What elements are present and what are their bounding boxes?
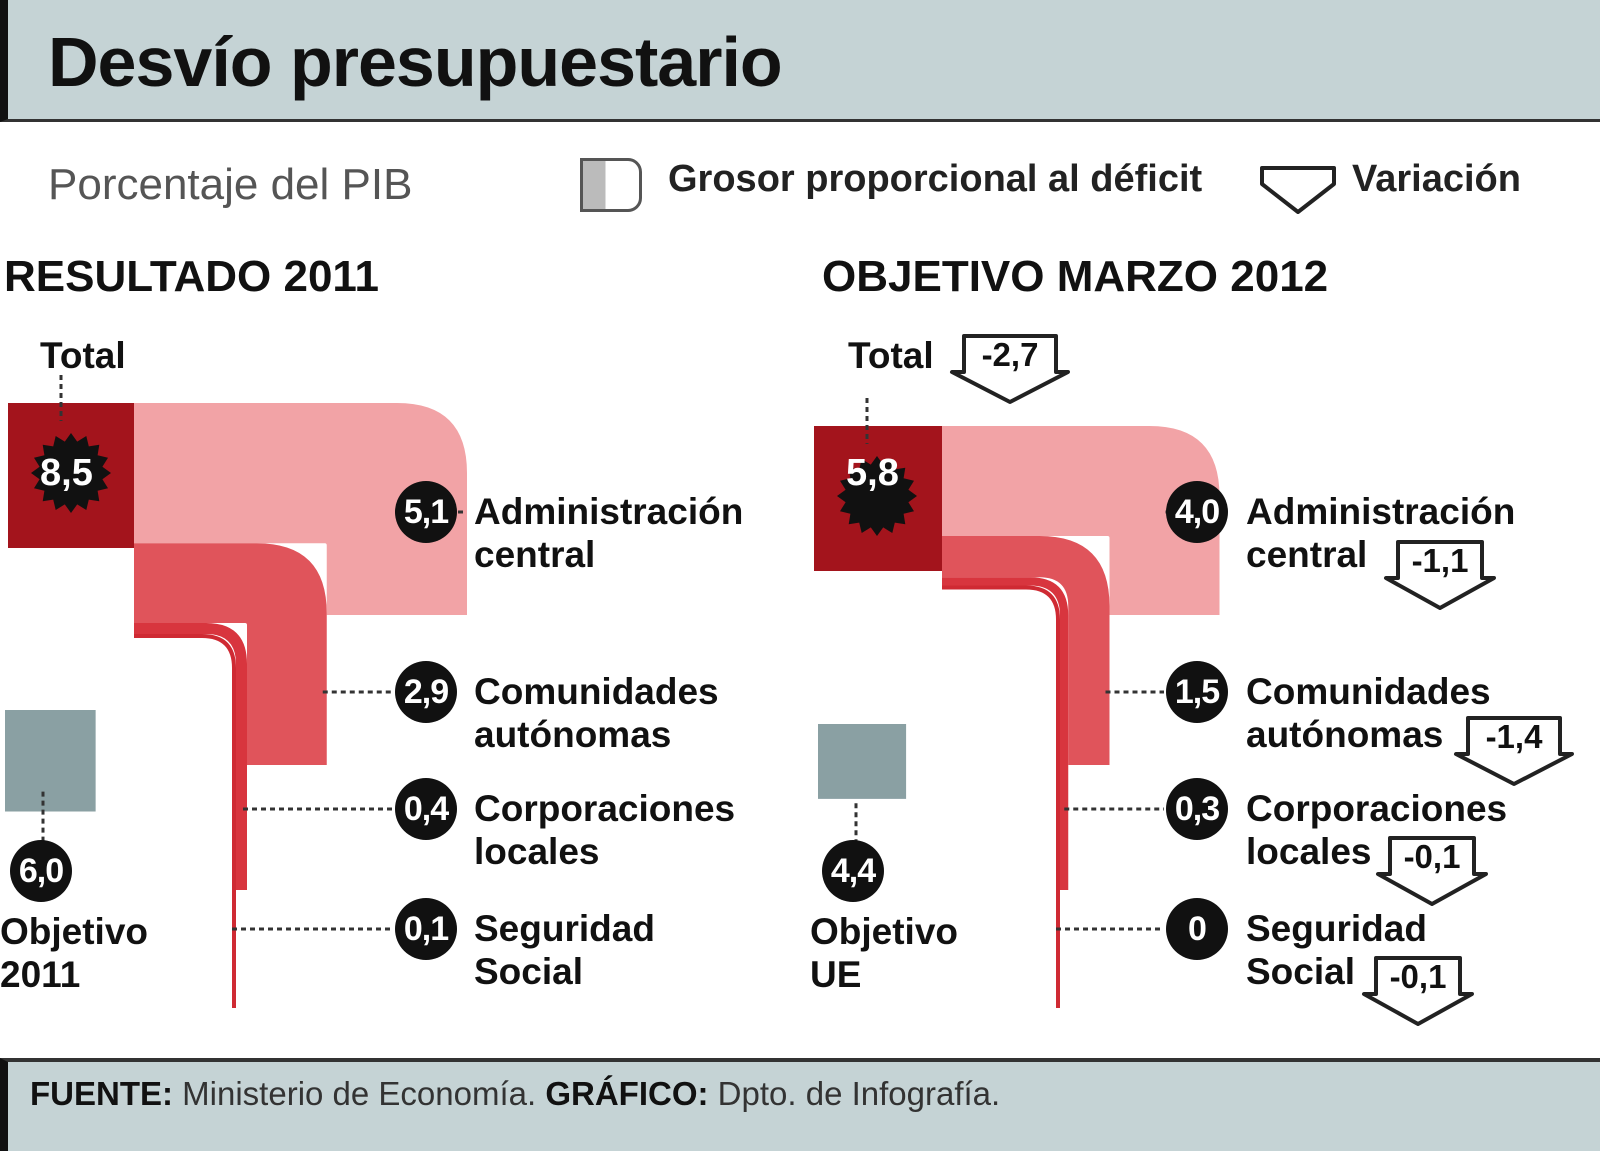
category-label: Administración central [474,491,744,575]
value-badge: 2,9 [395,661,457,723]
thickness-legend-label: Grosor proporcional al déficit [668,158,1203,200]
panel-title-2012: OBJETIVO MARZO 2012 [822,252,1329,301]
unit-label: Porcentaje del PIB [48,160,413,209]
target-box [5,710,96,812]
chart-title: Desvío presupuestario [48,23,783,101]
flow-band [134,623,247,890]
category-label: Corporaciones locales [474,788,736,872]
variation-value: -0,1 [1403,838,1461,875]
category-label: Comunidades autónomas [474,671,719,755]
total-starburst [837,456,917,536]
category-label: Seguridad Social [474,908,655,992]
flow-band [942,426,1220,615]
panel-2012 [814,398,1220,1008]
target-value-badge: 6,0 [10,840,72,902]
total-value: 8,5 [40,452,93,494]
target-box [818,724,907,799]
target-value-badge: 4,4 [822,840,884,902]
flow-band [942,536,1110,765]
total-label: Total [40,335,126,376]
value-badge: 0 [1166,898,1228,960]
footer-band [0,1058,1600,1151]
category-label: Administración central [1246,491,1516,575]
total-label: Total [848,335,934,376]
variation-arrow-icon [1384,540,1496,610]
total-value: 5,8 [846,452,899,494]
flow-band [134,543,327,765]
flow-band [942,577,1069,890]
header-band: Desvío presupuestario [0,0,1600,122]
value-badge: 5,1 [395,481,457,543]
value-badge: 0,3 [1166,778,1228,840]
value-badge: 4,0 [1166,481,1228,543]
variation-value: -2,7 [981,336,1039,373]
variation-arrow-icon [1454,716,1574,786]
variation-arrow-icon [1362,956,1474,1026]
variation-legend-label: Variación [1352,158,1521,200]
source-note: FUENTE: Ministerio de Economía. GRÁFICO:… [30,1075,1001,1112]
panel-title-2011: RESULTADO 2011 [4,252,379,301]
variation-value: -0,1 [1389,958,1447,995]
total-starburst [31,433,111,513]
category-label: Seguridad Social [1246,908,1427,992]
target-label: Objetivo 2011 [0,911,149,995]
flow-band [134,403,467,615]
flow-band [942,585,1060,1008]
category-label: Corporaciones locales [1246,788,1508,872]
flow-band [134,634,236,1008]
variation-arrow-icon [950,334,1070,404]
variation-value: -1,1 [1411,542,1469,579]
thickness-legend-icon [580,158,642,212]
category-label: Comunidades autónomas [1246,671,1491,755]
variation-arrow-icon [1260,166,1336,214]
variation-arrow-icon [1376,836,1488,906]
target-label: Objetivo UE [810,911,959,995]
variation-value: -1,4 [1485,718,1543,755]
panel-2011 [5,375,467,1008]
value-badge: 1,5 [1166,661,1228,723]
value-badge: 0,4 [395,778,457,840]
value-badge: 0,1 [395,898,457,960]
